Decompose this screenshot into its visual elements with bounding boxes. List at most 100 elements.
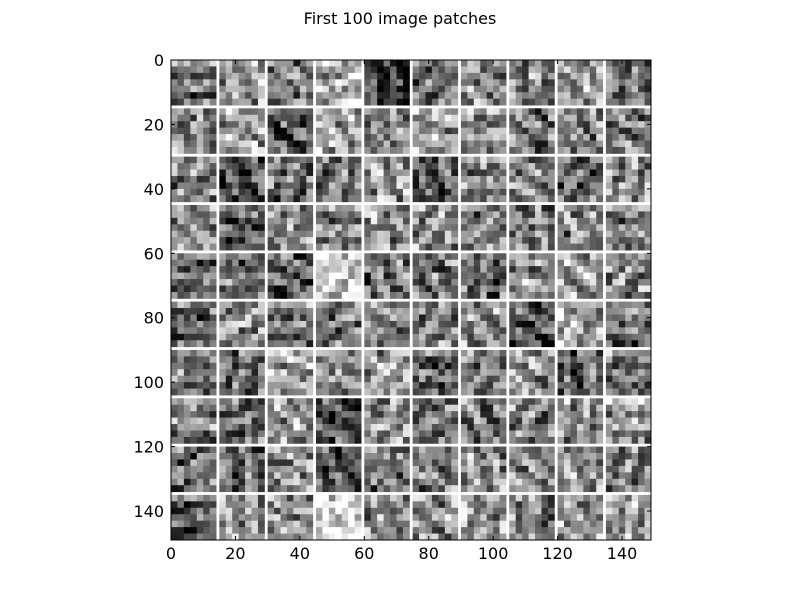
patch-pixel: [257, 237, 265, 245]
patch-pixel: [190, 230, 198, 238]
patch-pixel: [293, 72, 301, 80]
patch-pixel: [267, 375, 275, 383]
patch-pixel: [251, 356, 259, 364]
patch-pixel: [644, 98, 652, 106]
patch-pixel: [390, 362, 397, 370]
patch-pixel: [267, 272, 275, 280]
patch-pixel: [274, 362, 281, 370]
patch-pixel: [383, 108, 391, 116]
patch-pixel: [280, 446, 288, 454]
patch-pixel: [251, 121, 259, 129]
patch-pixel: [286, 424, 294, 431]
patch-pixel: [564, 436, 571, 444]
patch-pixel: [564, 514, 571, 522]
patch-pixel: [322, 114, 330, 122]
patch-pixel: [557, 253, 565, 261]
patch-pixel: [631, 279, 639, 286]
patch-pixel: [219, 382, 227, 389]
patch-pixel: [460, 485, 468, 493]
patch-pixel: [183, 108, 191, 116]
patch-pixel: [638, 140, 645, 148]
patch-pixel: [274, 314, 281, 322]
patch-pixel: [225, 417, 233, 425]
patch-pixel: [177, 195, 185, 203]
patch-pixel: [190, 259, 198, 267]
patch-pixel: [396, 60, 404, 67]
patch-pixel: [570, 175, 578, 183]
patch-pixel: [444, 430, 452, 438]
patch-pixel: [209, 453, 217, 460]
patch-pixel: [190, 211, 198, 219]
patch-pixel: [245, 156, 252, 164]
patch-pixel: [576, 175, 584, 183]
patch-pixel: [644, 114, 652, 122]
patch-pixel: [251, 472, 259, 480]
patch-pixel: [515, 340, 523, 348]
patch-pixel: [232, 369, 240, 377]
patch-pixel: [280, 60, 288, 67]
patch-pixel: [245, 382, 252, 389]
patch-pixel: [402, 127, 410, 135]
patch-pixel: [190, 327, 198, 335]
patch-pixel: [425, 259, 433, 267]
patch-pixel: [493, 411, 500, 418]
patch-pixel: [306, 375, 314, 383]
patch-pixel: [431, 121, 439, 129]
patch-pixel: [245, 340, 252, 348]
patch-pixel: [306, 217, 314, 225]
patch-pixel: [460, 182, 468, 190]
patch-pixel: [286, 272, 294, 280]
patch-pixel: [364, 327, 372, 335]
patch-pixel: [171, 446, 178, 454]
patch-pixel: [183, 507, 191, 515]
patch-pixel: [480, 320, 488, 328]
patch-pixel: [364, 349, 372, 357]
patch-pixel: [486, 485, 494, 493]
patch-pixel: [612, 436, 620, 444]
patch-pixel: [644, 375, 652, 383]
patch-pixel: [557, 114, 565, 122]
patch-pixel: [225, 60, 233, 67]
patch-pixel: [557, 340, 565, 348]
patch-pixel: [528, 156, 536, 164]
patch-pixel: [364, 127, 372, 135]
patch-pixel: [596, 224, 604, 232]
patch-pixel: [425, 369, 433, 377]
patch-pixel: [203, 308, 211, 315]
patch-pixel: [605, 356, 613, 364]
patch-pixel: [383, 411, 391, 418]
patch-pixel: [190, 121, 198, 129]
patch-pixel: [286, 369, 294, 377]
patch-pixel: [583, 320, 591, 328]
patch-pixel: [383, 398, 391, 406]
patch-pixel: [238, 507, 246, 515]
patch-pixel: [460, 140, 468, 148]
patch-pixel: [638, 224, 645, 232]
patch-pixel: [576, 272, 584, 280]
patch-pixel: [570, 72, 578, 80]
patch-pixel: [219, 92, 227, 100]
patch-pixel: [348, 108, 356, 116]
patch-pixel: [348, 253, 356, 261]
patch-pixel: [451, 163, 459, 170]
patch-pixel: [576, 424, 584, 431]
patch-pixel: [245, 424, 252, 431]
patch-pixel: [589, 156, 597, 164]
patch-pixel: [245, 362, 252, 370]
patch-pixel: [280, 291, 288, 299]
patch-pixel: [348, 308, 356, 315]
patch-pixel: [605, 520, 613, 528]
patch-pixel: [618, 85, 626, 93]
patch-pixel: [451, 453, 459, 460]
patch-pixel: [267, 259, 275, 267]
patch-pixel: [315, 121, 323, 129]
patch-pixel: [625, 411, 633, 418]
patch-pixel: [515, 156, 523, 164]
patch-pixel: [528, 259, 536, 267]
patch-pixel: [274, 291, 281, 299]
patch-pixel: [396, 127, 404, 135]
patch-pixel: [396, 134, 404, 141]
patch-pixel: [322, 465, 330, 473]
patch-pixel: [467, 301, 475, 309]
